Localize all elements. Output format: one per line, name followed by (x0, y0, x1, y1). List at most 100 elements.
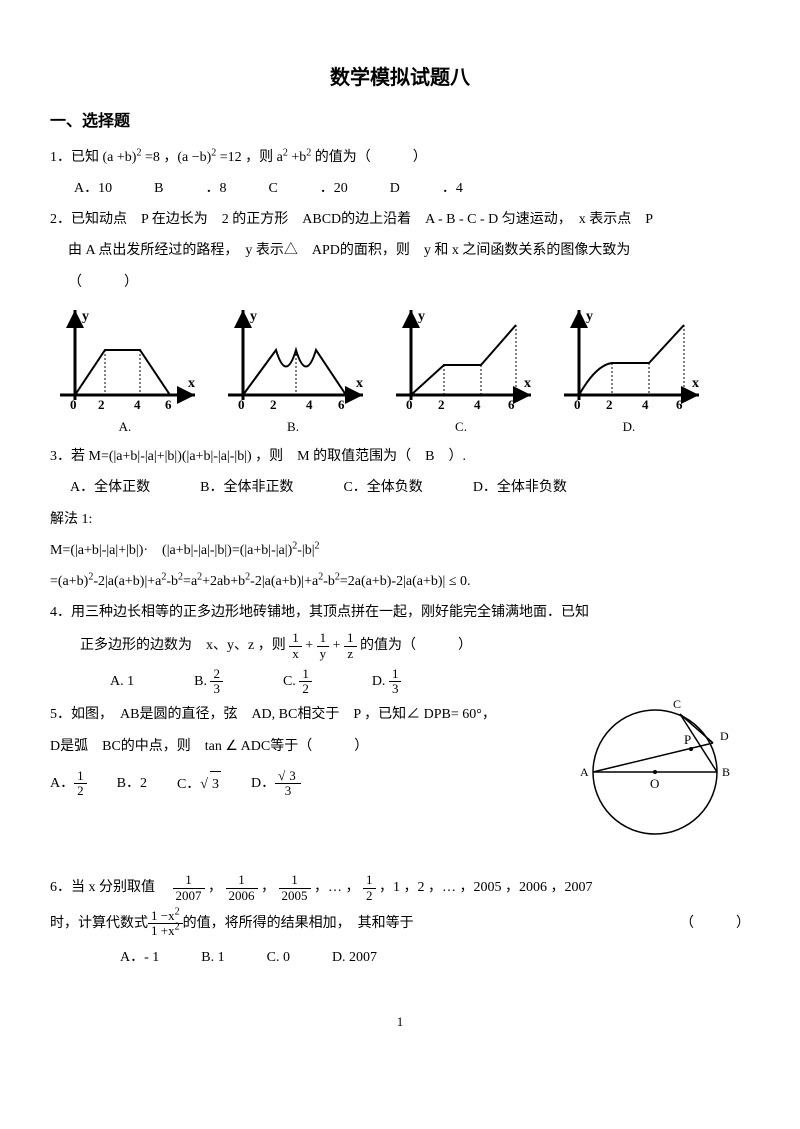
svg-text:6: 6 (338, 397, 345, 412)
q6-text: 6．当 x 分别取值 (50, 880, 169, 895)
svg-text:6: 6 (508, 397, 515, 412)
q4-opt-c: C. 12 (283, 667, 312, 697)
q1-text: =8 ，(a −b) (141, 150, 211, 165)
graph-d: y x 0 2 4 6 (554, 305, 704, 415)
graph-label-b: B. (218, 415, 368, 438)
svg-text:0: 0 (70, 397, 77, 412)
svg-text:y: y (418, 309, 425, 324)
q6-text: ， (208, 880, 222, 895)
q5-opt-b: B．2 (117, 771, 147, 796)
q2-graphs-row: y x 0 2 4 6 y x 0 2 4 6 y x 0 2 4 6 (50, 305, 750, 415)
q1-text: =12 ，则 a (216, 150, 283, 165)
q3-sol: -|b| (297, 543, 314, 558)
q3-opt-a: A．全体正数 (70, 475, 150, 500)
svg-text:4: 4 (642, 397, 649, 412)
q3-solution-label: 解法 1: (50, 507, 750, 532)
pt-d: D (720, 729, 729, 743)
frac: 12 (363, 873, 376, 903)
question-3: 3．若 M=(|a+b|-|a|+|b|)(|a+b|-|a|-|b|) ，则 … (50, 444, 750, 469)
q6-text: 时，计算代数式 (50, 911, 148, 936)
svg-text:y: y (82, 309, 89, 324)
svg-text:y: y (586, 309, 593, 324)
svg-text:6: 6 (165, 397, 172, 412)
question-2: 2．已知动点 P 在边长为 2 的正方形 ABCD的边上沿着 A - B - C… (50, 207, 750, 232)
q6-text: ，… ， (314, 880, 360, 895)
svg-text:6: 6 (676, 397, 683, 412)
q5-opt-a: A．12 (50, 769, 87, 799)
q4-opt-d: D. 13 (372, 667, 402, 697)
q4-line: 正多边形的边数为 x、y、z ，则 1x + 1y + 1z 的值为（ ） (50, 631, 750, 661)
svg-text:x: x (188, 376, 195, 391)
q2-line: 由 A 点出发所经过的路程， y 表示△ APD的面积，则 y 和 x 之间函数… (50, 238, 750, 263)
q3-sol: -b (166, 574, 178, 589)
svg-text:4: 4 (134, 397, 141, 412)
q6-text: ，1 ，2 ，… ，2005 ，2006 ，2007 (379, 880, 593, 895)
page-title: 数学模拟试题八 (50, 60, 750, 96)
q3-sol: =(a+b) (50, 574, 88, 589)
q4-text: 的值为（ ） (360, 638, 472, 653)
frac-1z: 1z (344, 631, 357, 661)
pt-c: C (673, 697, 681, 711)
q3-sol: -2|a(a+b)|+a (250, 574, 318, 589)
graph-c: y x 0 2 4 6 (386, 305, 536, 415)
q4-opt-b: B. 23 (194, 667, 223, 697)
svg-text:4: 4 (306, 397, 313, 412)
frac: 12007 (173, 873, 205, 903)
frac-1x: 1x (289, 631, 302, 661)
question-1: 1．已知 (a +b)2 =8 ，(a −b)2 =12 ，则 a2 +b2 的… (50, 145, 750, 170)
q3-sol: M=(|a+b|-|a|+|b|)· (|a+b|-|a|-|b|)=(|a+b… (50, 543, 292, 558)
frac-1y: 1y (317, 631, 330, 661)
pt-o: O (650, 776, 659, 791)
svg-text:2: 2 (98, 397, 105, 412)
q3-sol: +2ab+b (202, 574, 245, 589)
q5-opt-c: C．√3 (177, 771, 221, 797)
q3-sol: -2|a(a+b)|+a (93, 574, 161, 589)
q3-sol: =2a(a+b)-2|a(a+b)| ≤ 0. (340, 574, 471, 589)
graph-label-d: D. (554, 415, 704, 438)
q5-opt-d: D．√33 (251, 769, 301, 799)
q3-opt-b: B．全体非正数 (200, 475, 293, 500)
pt-a: A (580, 765, 589, 779)
q6-text: ， (261, 880, 275, 895)
frac: 12006 (226, 873, 258, 903)
svg-text:y: y (250, 309, 257, 324)
q1-text: 的值为（ ） (311, 150, 427, 165)
q1-options: A．10 B ．8 C ．20 D ．4 (50, 176, 750, 201)
pt-p: P (684, 732, 691, 747)
svg-text:x: x (524, 376, 531, 391)
page-number: 1 (50, 1010, 750, 1033)
svg-text:0: 0 (238, 397, 245, 412)
question-6: 6．当 x 分别取值 12007 ， 12006 ， 12005 ，… ， 12… (50, 873, 750, 903)
q4-text: 正多边形的边数为 x、y、z ，则 (80, 638, 289, 653)
q3-opt-c: C．全体负数 (343, 475, 422, 500)
q1-text: 1．已知 (a +b) (50, 150, 136, 165)
q5-figure: A B C D O P (570, 692, 750, 847)
graph-b: y x 0 2 4 6 (218, 305, 368, 415)
svg-text:0: 0 (574, 397, 581, 412)
q3-sol: =a (183, 574, 197, 589)
q3-opt-d: D．全体非负数 (473, 475, 567, 500)
pt-b: B (722, 765, 730, 779)
q3-solution-line: M=(|a+b|-|a|+|b|)· (|a+b|-|a|-|b|)=(|a+b… (50, 538, 750, 563)
q6-paren: （ ） (680, 911, 750, 936)
svg-text:x: x (356, 376, 363, 391)
q1-text: +b (288, 150, 306, 165)
graph-a: y x 0 2 4 6 (50, 305, 200, 415)
graph-label-a: A. (50, 415, 200, 438)
q2-line: （ ） (50, 270, 750, 295)
svg-text:2: 2 (606, 397, 613, 412)
section-heading: 一、选择题 (50, 108, 750, 137)
svg-text:2: 2 (438, 397, 445, 412)
q6-text: 的值，将所得的结果相加， 其和等于 (183, 911, 680, 936)
svg-text:4: 4 (474, 397, 481, 412)
q3-sol: -b (323, 574, 335, 589)
q3-solution-line: =(a+b)2-2|a(a+b)|+a2-b2=a2+2ab+b2-2|a(a+… (50, 569, 750, 594)
frac-expr: 1 −x2 1 +x2 (148, 909, 183, 939)
q4-opt-a: A. 1 (110, 669, 134, 694)
q6-options: A．- 1 B. 1 C. 0 D. 2007 (50, 945, 750, 970)
q3-options: A．全体正数 B．全体非正数 C．全体负数 D．全体非负数 (70, 475, 750, 500)
q5-options: A．12 B．2 C．√3 D．√33 (50, 769, 570, 799)
svg-text:0: 0 (406, 397, 413, 412)
q6-line: 时，计算代数式 1 −x2 1 +x2 的值，将所得的结果相加， 其和等于 （ … (50, 909, 750, 939)
frac: 12005 (279, 873, 311, 903)
